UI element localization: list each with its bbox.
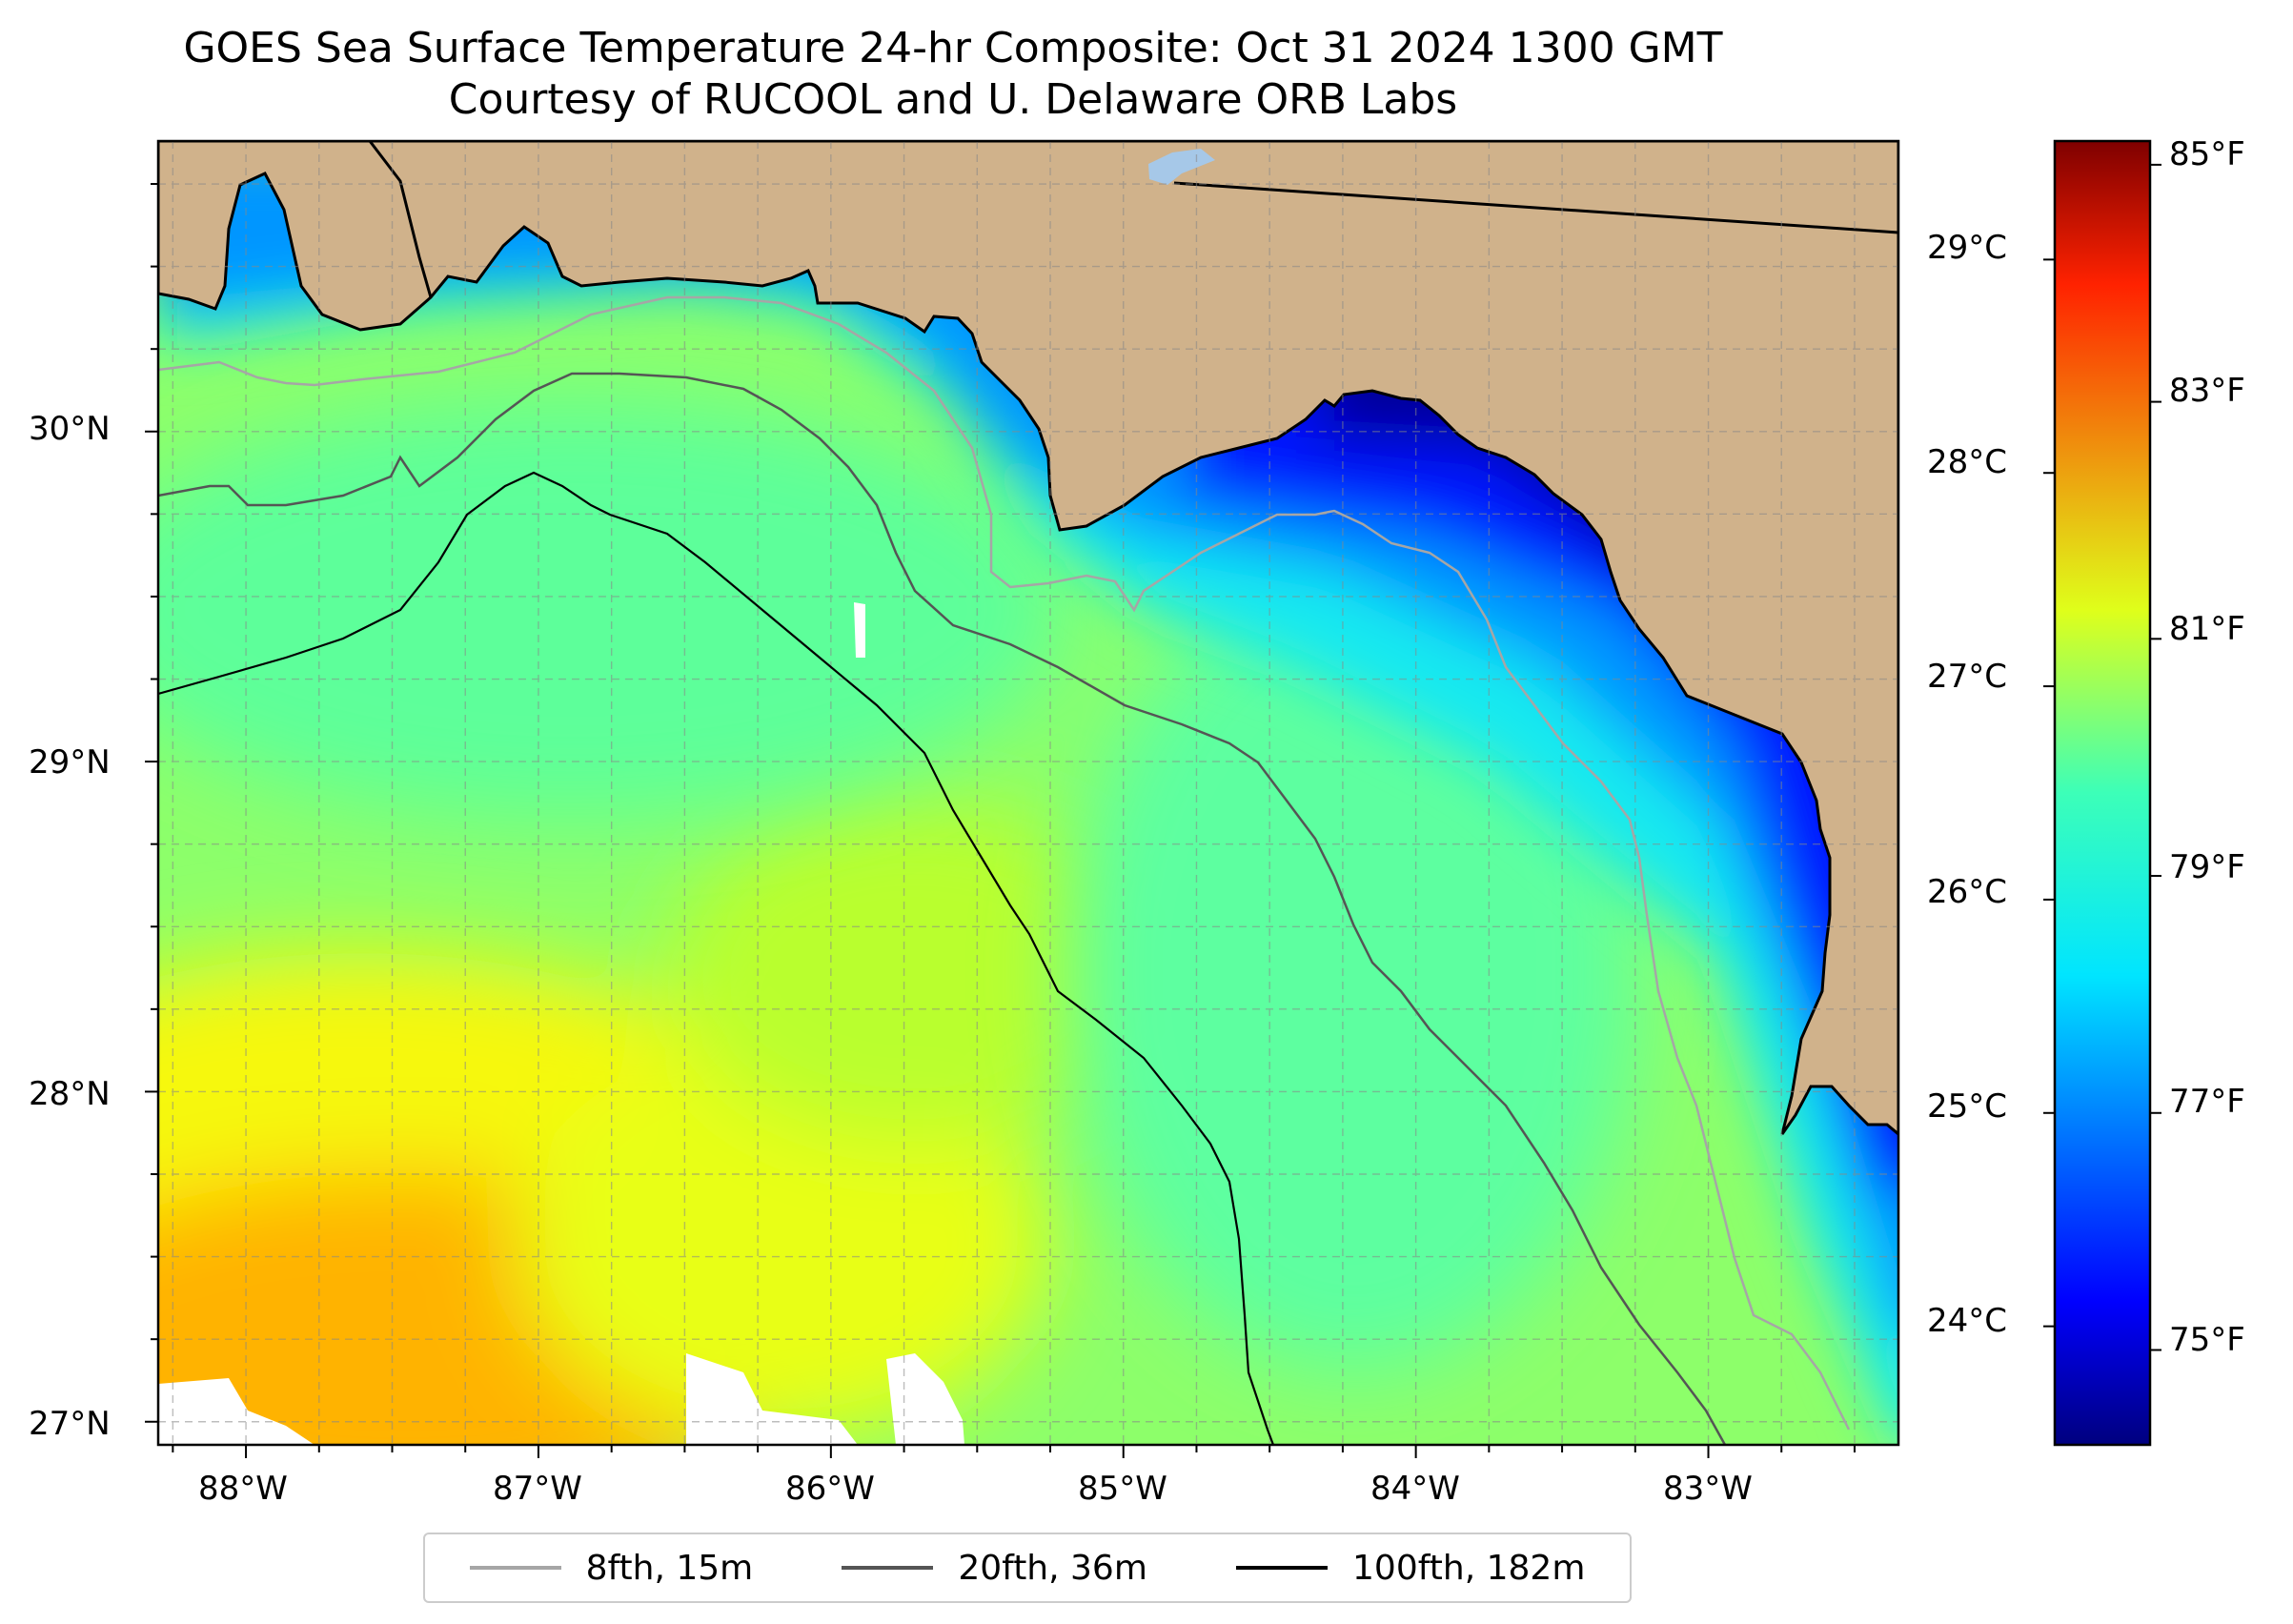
cb-c-26: 26°C <box>1927 873 2008 911</box>
lon-tick-88: 88°W <box>198 1470 288 1508</box>
map-frame <box>156 139 1900 1447</box>
lon-tick-84: 84°W <box>1370 1470 1460 1508</box>
lat-tick-30: 30°N <box>29 410 111 448</box>
lat-tick-27: 27°N <box>29 1405 111 1443</box>
isobath-8fth <box>158 295 1851 1431</box>
isobath-legend: 8fth, 15m 20fth, 36m 100fth, 182m <box>423 1533 1632 1603</box>
cb-c-28: 28°C <box>1927 443 2008 481</box>
lon-tick-85: 85°W <box>1078 1470 1167 1508</box>
state-border-west <box>368 141 433 298</box>
axis-ticks <box>145 183 1856 1458</box>
legend-label: 20fth, 36m <box>958 1548 1147 1588</box>
legend-swatch <box>842 1566 934 1570</box>
map-grid <box>158 141 1898 1445</box>
cb-f-77: 77°F <box>2169 1083 2245 1121</box>
warm-water-region <box>158 801 1163 1445</box>
cb-c-27: 27°C <box>1927 658 2008 696</box>
cb-f-75: 75°F <box>2169 1321 2245 1359</box>
lat-tick-29: 29°N <box>29 743 111 782</box>
colorbar <box>2053 139 2152 1447</box>
lon-tick-83: 83°W <box>1663 1470 1753 1508</box>
legend-label: 8fth, 15m <box>585 1548 754 1588</box>
cb-f-83: 83°F <box>2169 372 2245 410</box>
legend-swatch <box>469 1566 561 1570</box>
state-border <box>1173 181 1898 234</box>
lake <box>1148 149 1215 185</box>
legend-item-8fth: 8fth, 15m <box>469 1548 754 1588</box>
legend-swatch <box>1236 1566 1329 1570</box>
cb-f-85: 85°F <box>2169 135 2245 173</box>
map-title: GOES Sea Surface Temperature 24-hr Compo… <box>183 24 1723 72</box>
cb-c-25: 25°C <box>1927 1087 2008 1126</box>
isobath-100fth <box>158 471 1275 1445</box>
isobath-20fth <box>158 372 1727 1445</box>
legend-label: 100fth, 182m <box>1352 1548 1586 1588</box>
lon-tick-86: 86°W <box>785 1470 875 1508</box>
colorbar-ticks <box>2043 163 2161 1351</box>
mid-water-region <box>158 400 1639 1372</box>
land-mass <box>158 141 1898 1136</box>
cb-f-79: 79°F <box>2169 848 2245 886</box>
cb-f-81: 81°F <box>2169 610 2245 648</box>
lat-tick-28: 28°N <box>29 1075 111 1113</box>
cb-c-24: 24°C <box>1927 1302 2008 1340</box>
legend-item-20fth: 20fth, 36m <box>842 1549 1147 1588</box>
cb-c-29: 29°C <box>1927 229 2008 267</box>
legend-item-100fth: 100fth, 182m <box>1236 1549 1585 1588</box>
lon-tick-87: 87°W <box>493 1470 582 1508</box>
map-subtitle: Courtesy of RUCOOL and U. Delaware ORB L… <box>448 75 1458 124</box>
